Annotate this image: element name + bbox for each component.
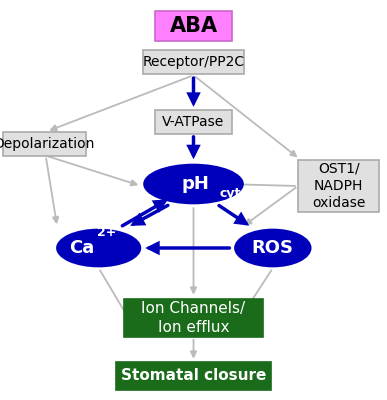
Text: OST1/
NADPH
oxidase: OST1/ NADPH oxidase bbox=[312, 162, 365, 210]
Ellipse shape bbox=[143, 164, 244, 204]
FancyBboxPatch shape bbox=[298, 160, 379, 212]
Text: pH: pH bbox=[182, 175, 209, 193]
Text: V-ATPase: V-ATPase bbox=[163, 115, 224, 129]
FancyBboxPatch shape bbox=[3, 132, 86, 156]
Text: Ca: Ca bbox=[70, 239, 95, 257]
Text: ROS: ROS bbox=[252, 239, 294, 257]
Text: 2+: 2+ bbox=[97, 226, 116, 239]
Text: Receptor/PP2C: Receptor/PP2C bbox=[142, 55, 245, 69]
FancyBboxPatch shape bbox=[155, 11, 232, 41]
FancyBboxPatch shape bbox=[116, 362, 271, 390]
Text: Depolarization: Depolarization bbox=[0, 137, 95, 151]
Ellipse shape bbox=[56, 229, 141, 267]
Text: Stomatal closure: Stomatal closure bbox=[121, 368, 266, 384]
Text: Ion Channels/
Ion efflux: Ion Channels/ Ion efflux bbox=[141, 301, 246, 335]
Text: ABA: ABA bbox=[170, 16, 217, 36]
FancyBboxPatch shape bbox=[124, 299, 263, 337]
FancyBboxPatch shape bbox=[143, 50, 244, 74]
FancyBboxPatch shape bbox=[155, 110, 232, 134]
Text: cyt: cyt bbox=[220, 187, 241, 200]
Ellipse shape bbox=[234, 229, 312, 267]
